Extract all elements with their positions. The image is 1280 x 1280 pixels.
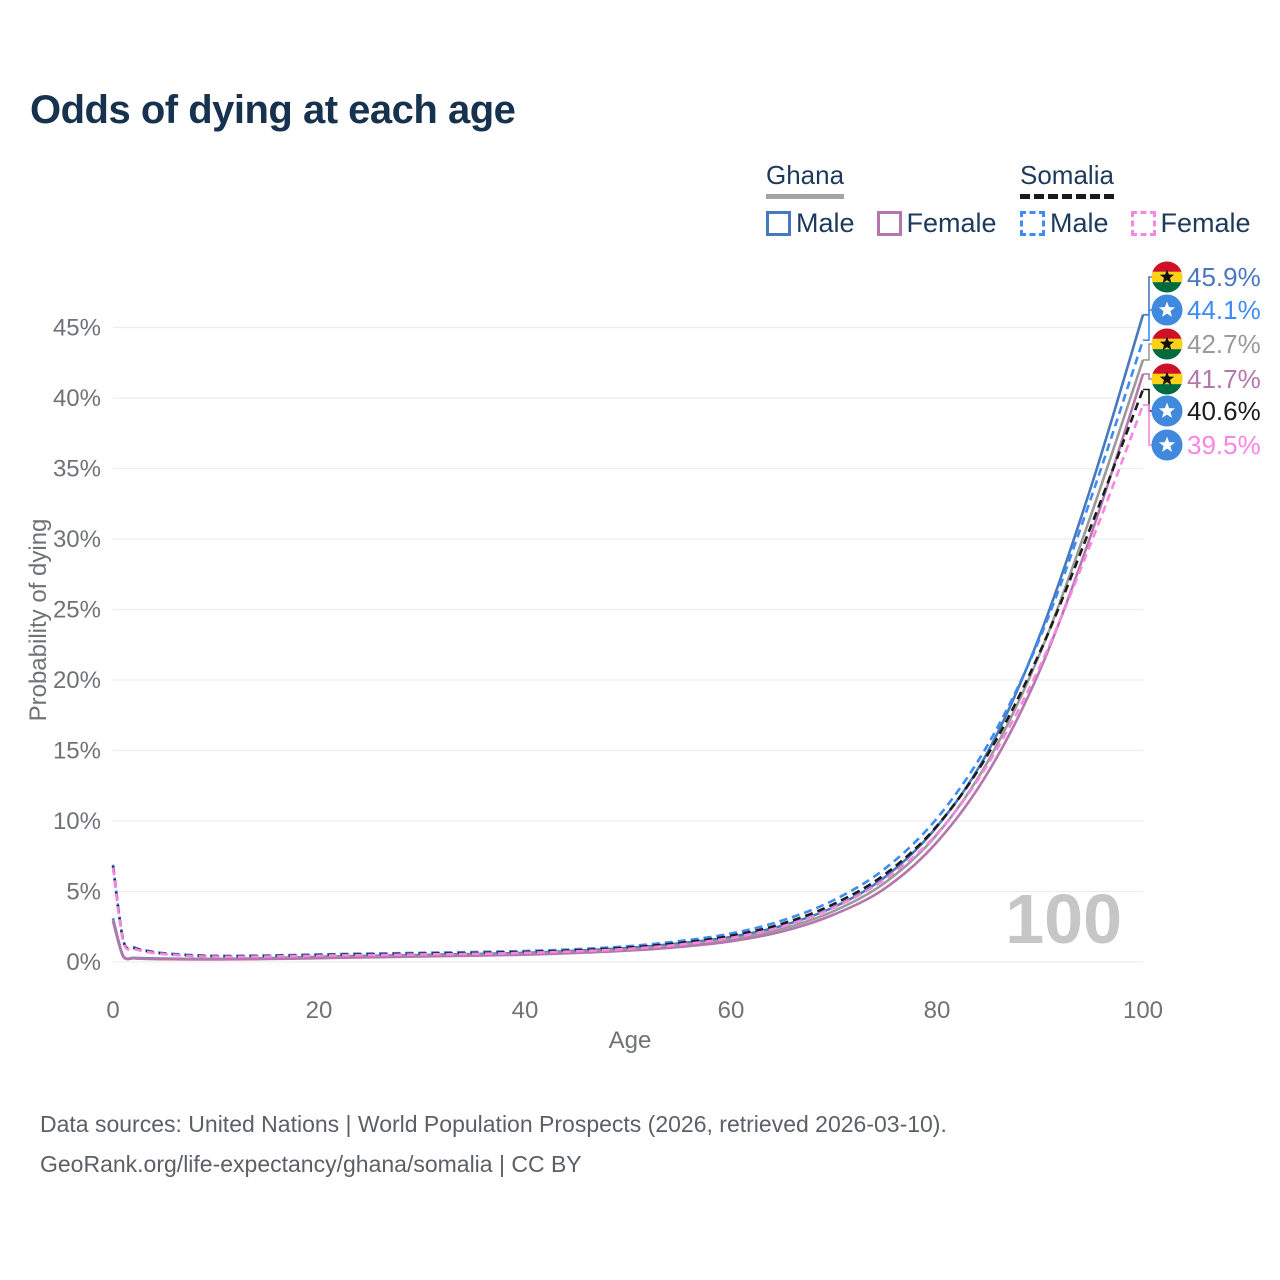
series-end-label: 40.6%: [1187, 396, 1261, 426]
legend-items-somalia: Male Female: [1020, 208, 1273, 239]
somalia-female-swatch-icon: [1130, 211, 1156, 236]
legend-label: Female: [906, 208, 997, 238]
somalia-flag-icon: [1151, 429, 1183, 461]
series-end-label: 44.1%: [1187, 295, 1261, 325]
ghana-flag-stripes: [1151, 328, 1183, 360]
x-axis-tick-labels: 0 20 40 60 80 100: [106, 997, 1163, 1024]
legend-group-somalia: Somalia Male Female: [1020, 160, 1273, 239]
y-axis-title: Probability of dying: [25, 519, 52, 722]
end-label-connector: [1143, 343, 1153, 361]
y-tick-label: 35%: [53, 456, 101, 483]
y-tick-label: 0%: [66, 949, 101, 976]
series-end-label: 42.7%: [1187, 329, 1261, 359]
y-tick-label: 45%: [53, 315, 101, 342]
end-label-connector: [1143, 373, 1153, 380]
legend-item-ghana-female: Female: [876, 208, 997, 239]
x-tick-label: 20: [306, 997, 333, 1024]
series-lines: [111, 314, 1145, 961]
ghana-flag-icon: [1151, 328, 1183, 360]
gridlines: [113, 326, 1143, 963]
y-tick-label: 5%: [66, 879, 101, 906]
y-tick-label: 20%: [53, 667, 101, 694]
series-line-ghana-overall: [111, 359, 1145, 961]
y-tick-label: 10%: [53, 808, 101, 835]
black-star-icon: [1159, 336, 1175, 351]
end-label-connector: [1143, 276, 1153, 316]
age-watermark: 100: [1005, 880, 1122, 958]
legend-label: Male: [1050, 208, 1109, 238]
black-star-icon: [1159, 269, 1175, 284]
series-end-label: 41.7%: [1187, 364, 1261, 394]
x-tick-label: 0: [106, 997, 119, 1024]
end-label-connector: [1143, 388, 1153, 412]
legend-label: Female: [1160, 208, 1251, 238]
somalia-flag-icon: [1151, 395, 1183, 427]
series-line-ghana-female: [111, 373, 1145, 961]
series-end-label: 39.5%: [1187, 430, 1261, 460]
legend-country-somalia: Somalia: [1020, 160, 1114, 199]
x-tick-label: 100: [1123, 997, 1163, 1024]
somalia-flag-icon: [1151, 294, 1183, 326]
legend-label: Male: [796, 208, 855, 238]
legend-country-ghana: Ghana: [766, 160, 845, 199]
legend-items-ghana: Male Female: [766, 208, 1019, 239]
white-star-icon: [1158, 436, 1176, 452]
y-tick-label: 15%: [53, 738, 101, 765]
x-axis-title: Age: [609, 1027, 652, 1054]
legend-group-ghana: Ghana Male Female: [766, 160, 1019, 239]
end-label-connector: [1143, 404, 1153, 446]
series-line-ghana-male: [111, 314, 1145, 961]
ghana-female-swatch-icon: [876, 211, 902, 236]
page-title: Odds of dying at each age: [30, 88, 516, 132]
ghana-flag-icon: [1151, 261, 1183, 293]
ghana-male-swatch-icon: [766, 211, 791, 236]
x-tick-label: 60: [718, 997, 745, 1024]
data-sources-line: Data sources: United Nations | World Pop…: [40, 1111, 947, 1137]
series-end-label: 45.9%: [1187, 262, 1261, 292]
somalia-male-swatch-icon: [1020, 211, 1045, 236]
white-star-icon: [1158, 402, 1176, 418]
ghana-flag-stripes: [1151, 363, 1183, 395]
license-line: GeoRank.org/life-expectancy/ghana/somali…: [40, 1151, 582, 1177]
x-tick-label: 40: [512, 997, 539, 1024]
legend-item-somalia-female: Female: [1130, 208, 1251, 239]
black-star-icon: [1159, 371, 1175, 386]
series-end-labels: 45.9%44.1% 42.7% 41.7%40.6% 39.5%: [1143, 261, 1261, 461]
series-line-somalia-male: [111, 339, 1145, 958]
white-star-icon: [1158, 301, 1176, 317]
y-tick-label: 30%: [53, 526, 101, 553]
end-label-connector: [1143, 309, 1153, 341]
ghana-flag-stripes: [1151, 261, 1183, 293]
legend-item-somalia-male: Male: [1020, 208, 1109, 239]
legend-item-ghana-male: Male: [766, 208, 855, 239]
series-line-somalia-female: [111, 404, 1145, 958]
y-tick-label: 25%: [53, 597, 101, 624]
ghana-flag-icon: [1151, 363, 1183, 395]
y-tick-label: 40%: [53, 385, 101, 412]
attribution-footer: Data sources: United Nations | World Pop…: [40, 1104, 947, 1184]
x-tick-label: 80: [924, 997, 951, 1024]
y-axis-tick-labels: 0% 5% 10% 15% 20% 25% 30% 35% 40% 45%: [53, 315, 101, 977]
series-line-somalia-overall: [111, 389, 1145, 958]
